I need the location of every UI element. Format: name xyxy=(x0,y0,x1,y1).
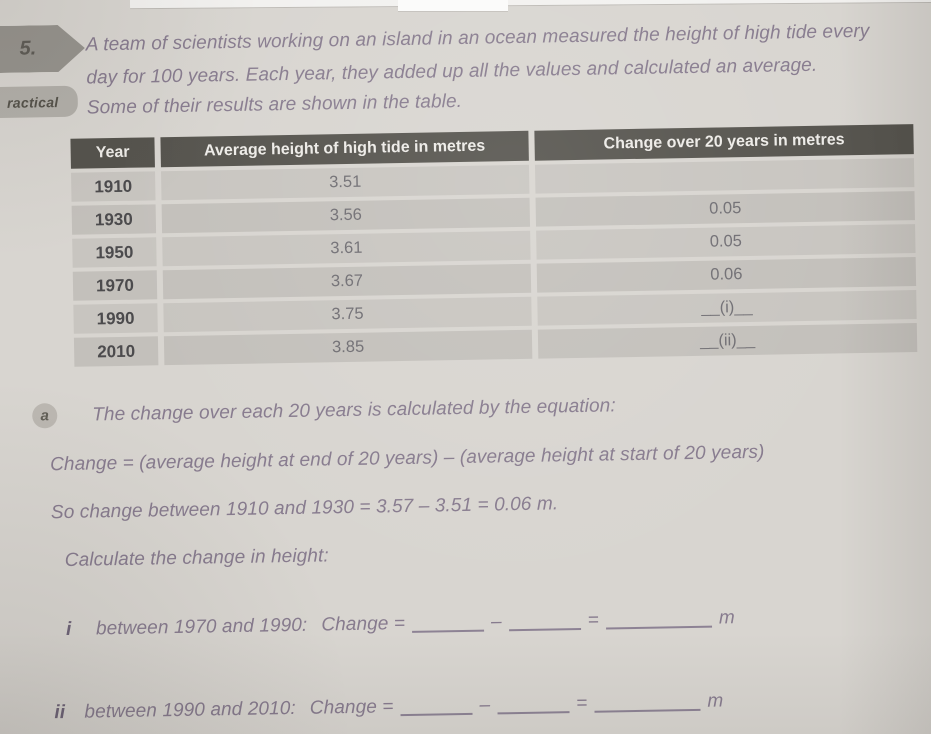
unit-label: m xyxy=(707,690,724,712)
sub-question-ii-label: ii xyxy=(54,701,66,724)
change-cell: 0.05 xyxy=(535,191,915,227)
question-number-badge: 5. xyxy=(0,25,85,74)
sub-question-i: i between 1970 and 1990: Change = – = m xyxy=(11,604,931,654)
table-header-change: Change over 20 years in metres xyxy=(534,124,914,161)
range-text: between 1990 and 2010: xyxy=(84,697,296,723)
height-cell: 3.75 xyxy=(163,296,532,333)
practical-tag-label: ractical xyxy=(6,93,59,111)
sub-question-i-text: between 1970 and 1990: Change = – = m xyxy=(96,607,735,640)
practical-tag: ractical xyxy=(0,85,79,119)
change-cell xyxy=(534,158,915,194)
unit-label: m xyxy=(718,607,736,629)
intro-line-3: Some of their results are shown in the t… xyxy=(86,90,463,119)
answer-blank-result xyxy=(605,615,713,630)
change-cell: 0.06 xyxy=(536,257,917,293)
year-cell: 1950 xyxy=(72,237,157,268)
equals-sign: = xyxy=(587,609,600,631)
intro-paragraph: A team of scientists working on an islan… xyxy=(86,14,897,94)
year-cell: 2010 xyxy=(73,336,159,367)
part-a-label: a xyxy=(40,407,50,425)
year-cell: 1970 xyxy=(72,270,158,301)
change-prefix: Change = xyxy=(321,613,406,636)
year-cell: 1930 xyxy=(71,204,157,235)
change-equation: Change = (average height at end of 20 ye… xyxy=(49,441,765,476)
answer-blank-minuend xyxy=(412,619,485,633)
change-cell: 0.05 xyxy=(536,224,916,260)
equals-sign: = xyxy=(575,692,588,715)
range-text: between 1970 and 1990: xyxy=(95,614,308,640)
sub-question-ii-text: between 1990 and 2010: Change = – = m xyxy=(84,690,723,723)
change-prefix: Change = xyxy=(309,696,394,719)
answer-blank-subtrahend xyxy=(497,701,570,715)
minus-sign: – xyxy=(490,611,502,633)
height-cell: 3.67 xyxy=(162,263,532,300)
page-top-edge-highlight xyxy=(398,0,508,12)
part-a-badge: a xyxy=(32,403,58,429)
minus-sign: – xyxy=(479,694,491,716)
change-cell: __(ii)__ xyxy=(537,323,918,359)
year-cell: 1910 xyxy=(71,171,156,202)
year-cell: 1990 xyxy=(73,303,158,334)
height-cell: 3.85 xyxy=(163,329,533,366)
height-cell: 3.61 xyxy=(162,230,531,267)
answer-blank-result xyxy=(594,698,701,713)
change-cell: __(i)__ xyxy=(537,290,917,326)
question-number: 5. xyxy=(19,37,37,60)
answer-blank-minuend xyxy=(400,702,473,717)
table-header-height: Average height of high tide in metres xyxy=(160,130,529,168)
height-cell: 3.56 xyxy=(161,197,531,234)
table-header-year: Year xyxy=(70,137,155,169)
worked-example: So change between 1910 and 1930 = 3.57 –… xyxy=(50,493,559,524)
part-a-statement: The change over each 20 years is calcula… xyxy=(92,395,616,426)
sub-question-ii: ii between 1990 and 2010: Change = – = m xyxy=(12,687,931,734)
answer-blank-subtrahend xyxy=(508,617,581,632)
height-cell: 3.51 xyxy=(161,164,530,201)
results-table: Year Average height of high tide in metr… xyxy=(70,124,918,367)
sub-question-i-label: i xyxy=(65,618,72,640)
calculate-instruction: Calculate the change in height: xyxy=(64,545,329,571)
